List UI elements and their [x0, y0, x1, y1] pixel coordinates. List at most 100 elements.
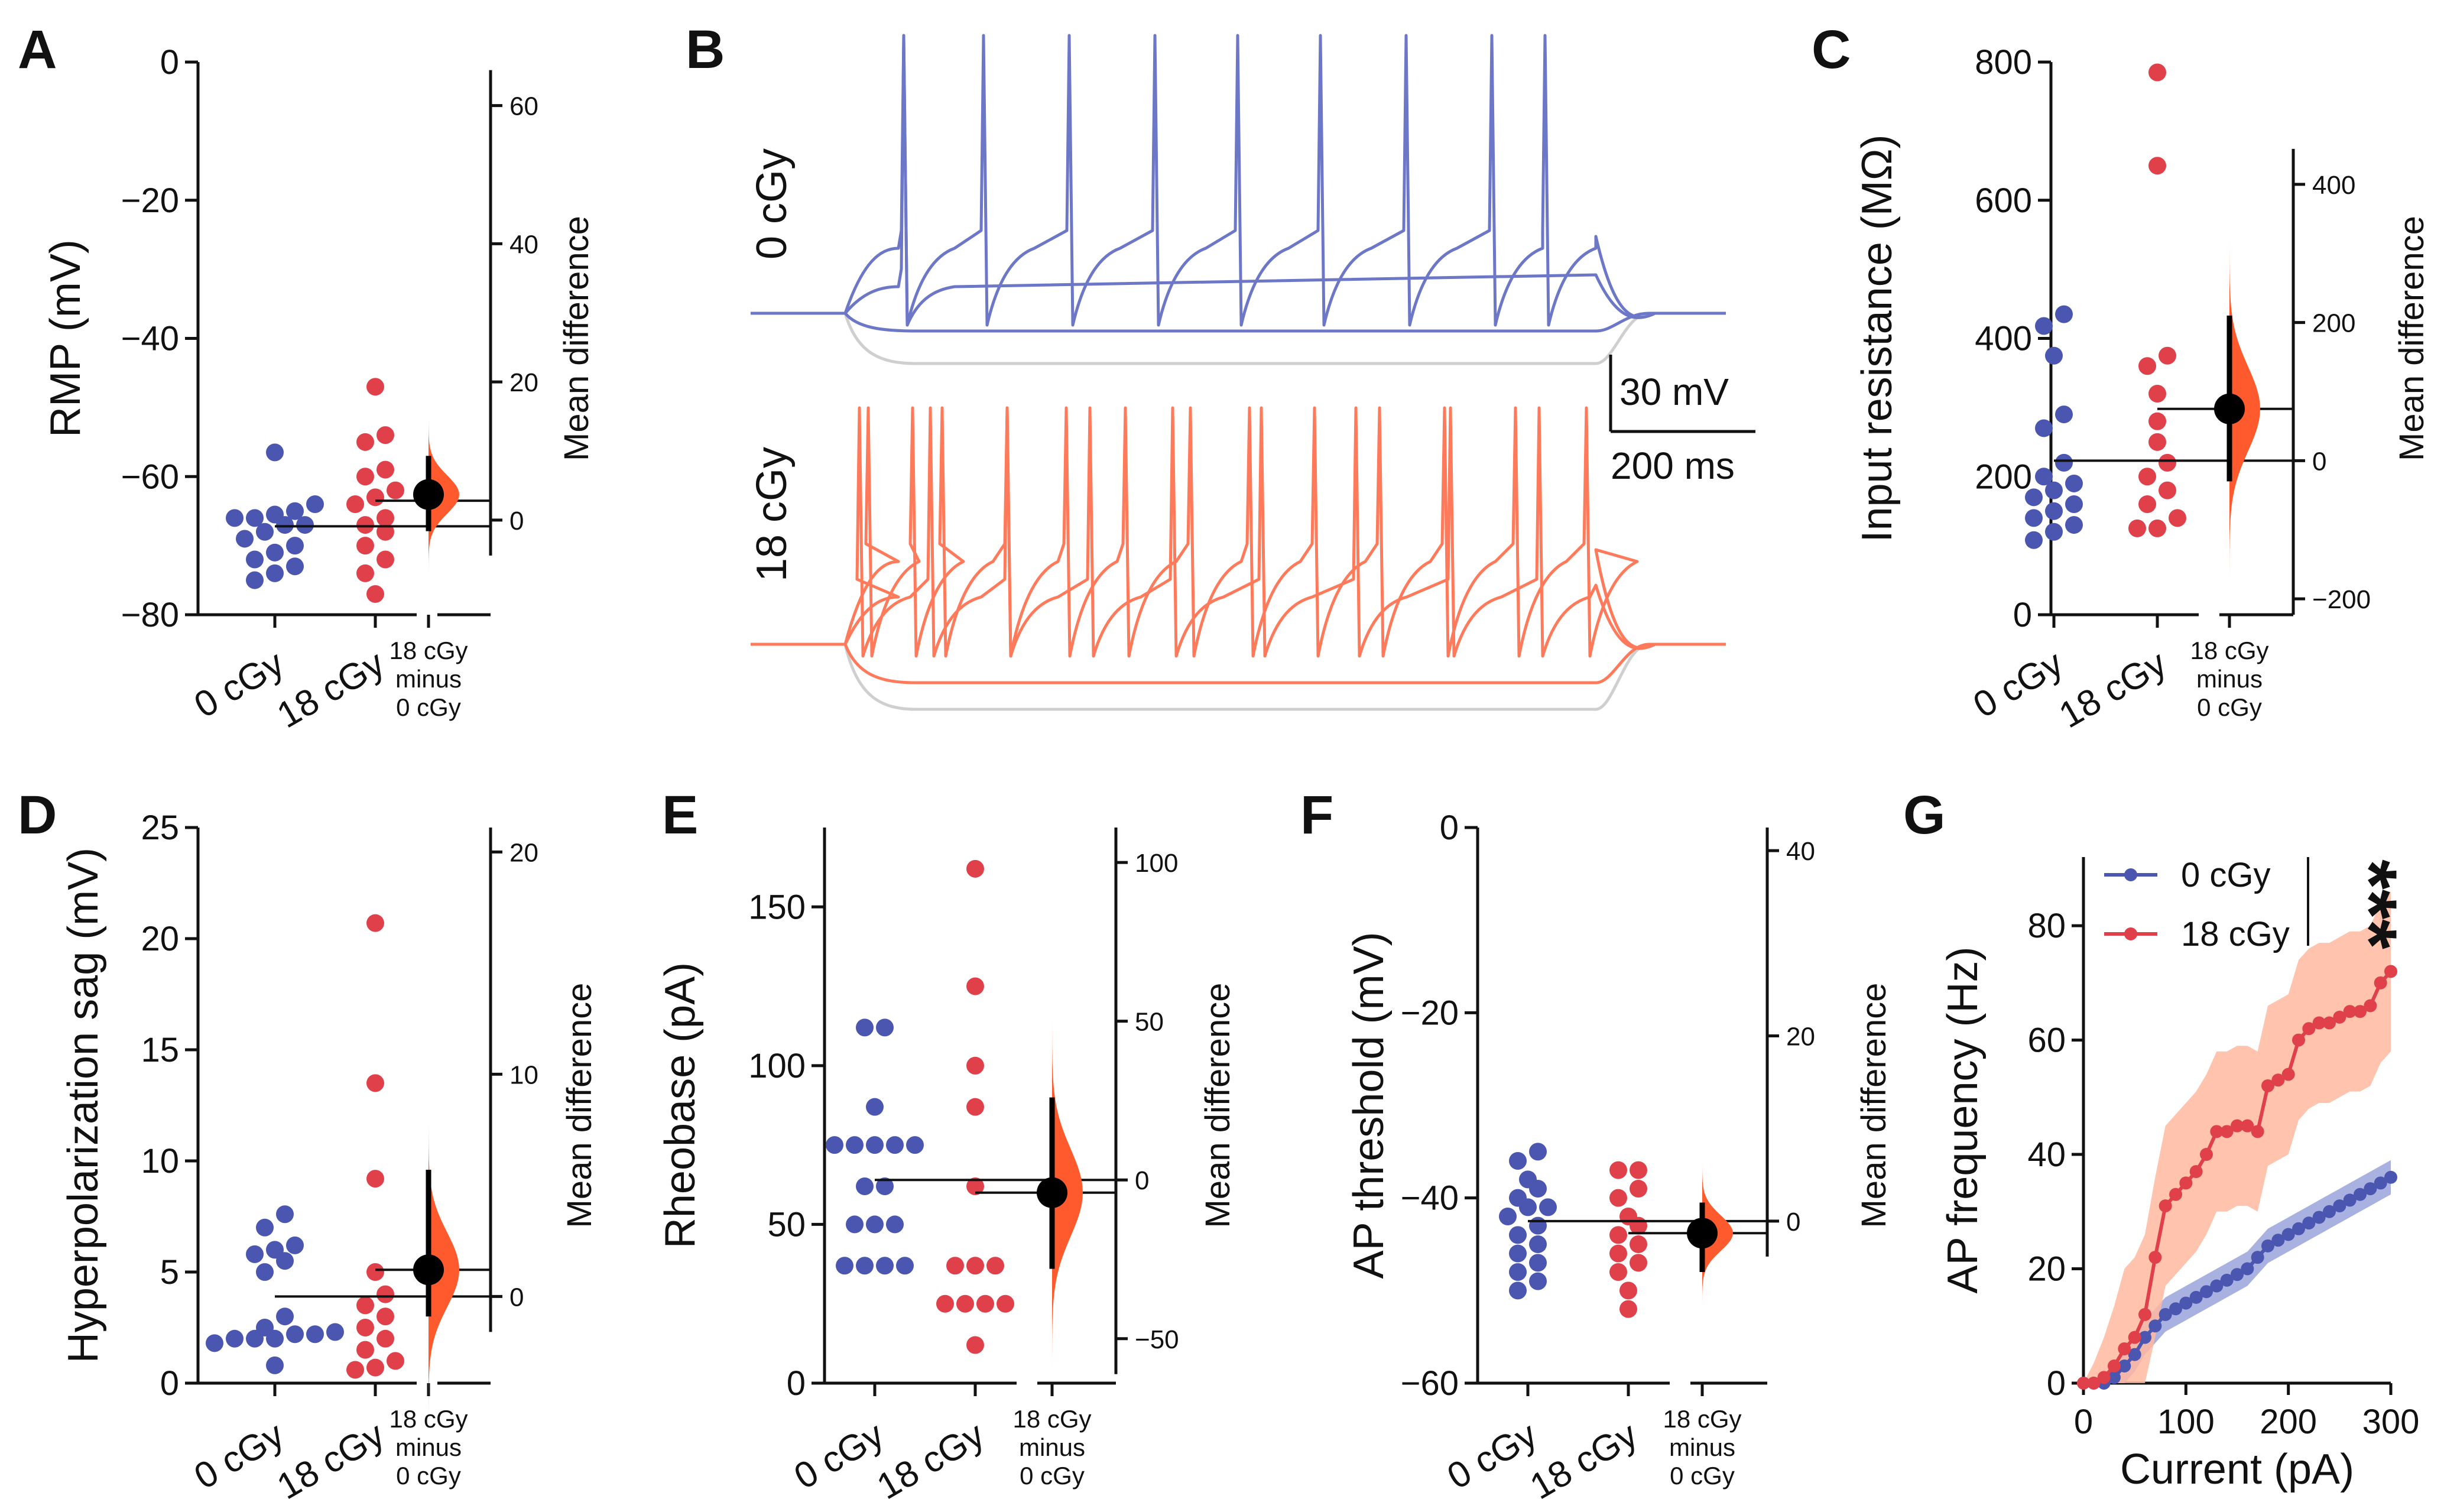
series-point-1 [2281, 1068, 2295, 1081]
data-point-18cgy [387, 1352, 404, 1370]
data-point-0cgy [326, 1323, 344, 1341]
data-point-0cgy [246, 509, 264, 527]
x-label-diff: 18 cGy [389, 637, 468, 664]
series-point-1 [2384, 965, 2397, 978]
data-point-0cgy [296, 516, 314, 534]
data-point-18cgy [2159, 453, 2176, 472]
data-point-0cgy [286, 502, 304, 520]
data-point-18cgy [377, 426, 394, 444]
data-point-0cgy [286, 537, 304, 555]
data-point-0cgy [1509, 1244, 1527, 1263]
data-point-0cgy [906, 1136, 924, 1154]
data-point-0cgy [2045, 523, 2063, 541]
x-tick-label: 200 [2260, 1403, 2317, 1441]
data-point-0cgy [2065, 495, 2083, 513]
significance-stars: *** [2327, 859, 2413, 949]
x-label-diff: 18 cGy [1012, 1405, 1091, 1433]
y-tick-label: 20 [2027, 1250, 2066, 1289]
series-point-1 [2169, 1187, 2182, 1201]
data-point-18cgy [956, 1294, 974, 1313]
data-point-18cgy [366, 488, 384, 507]
panel-letter: A [18, 20, 57, 80]
series-point-0 [2384, 1170, 2397, 1184]
y-tick-label: −60 [121, 458, 179, 496]
data-point-18cgy [377, 550, 394, 569]
data-point-18cgy [2148, 63, 2166, 82]
y-tick-label: 25 [141, 809, 179, 847]
series-point-1 [2302, 1022, 2316, 1036]
x-label-diff: 18 cGy [2190, 637, 2268, 664]
data-point-18cgy [366, 914, 384, 932]
series-point-0 [2312, 1211, 2326, 1224]
scale-bar-time: 200 ms [1611, 444, 1735, 487]
series-point-0 [2241, 1262, 2254, 1276]
data-point-18cgy [1609, 1226, 1627, 1244]
x-label-18cgy: 18 cGy [1523, 1414, 1644, 1507]
panel-f: F 0 −20 −40 −60 AP threshold (mV) 40 20 0 Mean di… [1300, 785, 1893, 1507]
trace-0cgy-hyperpol [751, 312, 1726, 365]
data-point-0cgy [306, 1325, 324, 1344]
trace-0cgy-sub [751, 312, 1726, 333]
series-point-1 [2323, 1016, 2336, 1030]
y-tick-label: 0 [2047, 1364, 2066, 1403]
series-point-0 [2179, 1296, 2193, 1310]
data-point-0cgy [876, 1257, 894, 1275]
data-point-18cgy [2148, 519, 2166, 537]
data-point-0cgy [846, 1215, 864, 1234]
trace-0cgy-spiking [751, 34, 1726, 327]
data-point-18cgy [2148, 433, 2166, 451]
md-axis-label: Mean difference [560, 983, 599, 1228]
data-point-18cgy [966, 1177, 984, 1195]
data-point-18cgy [2138, 357, 2156, 375]
data-point-18cgy [366, 585, 384, 603]
series-point-0 [2364, 1182, 2377, 1196]
series-point-1 [2333, 1010, 2346, 1024]
data-point-0cgy [1519, 1170, 1537, 1189]
series-point-0 [2374, 1176, 2387, 1190]
series-point-1 [2087, 1377, 2101, 1390]
series-point-0 [2118, 1359, 2131, 1373]
md-tick-label: 10 [509, 1060, 538, 1089]
data-point-18cgy [387, 481, 404, 499]
y-tick-label: 50 [767, 1205, 806, 1244]
y-axis-label: Hyperpolarization sag (mV) [60, 848, 107, 1363]
data-point-0cgy [276, 1205, 294, 1224]
data-point-0cgy [2035, 468, 2053, 486]
series-point-1 [2138, 1307, 2151, 1321]
y-tick-label: 0 [160, 43, 179, 82]
series-point-0 [2292, 1222, 2305, 1235]
data-point-0cgy [256, 1319, 274, 1336]
data-point-0cgy [876, 1177, 894, 1195]
x-label-diff: 0 cGy [1020, 1462, 1085, 1490]
md-tick-label: 50 [1135, 1008, 1164, 1037]
panel-letter: F [1300, 785, 1333, 845]
series-point-0 [2251, 1251, 2264, 1264]
data-point-18cgy [346, 1361, 364, 1379]
data-point-0cgy [2065, 474, 2083, 492]
series-point-1 [2108, 1359, 2121, 1373]
data-point-0cgy [876, 1018, 894, 1037]
series-point-1 [2312, 1016, 2326, 1030]
panel-letter: D [18, 785, 57, 845]
data-point-0cgy [2065, 516, 2083, 534]
data-point-0cgy [226, 509, 244, 527]
series-point-0 [2354, 1187, 2367, 1201]
data-point-18cgy [2128, 519, 2146, 537]
data-point-0cgy [246, 571, 264, 589]
md-tick-label: 0 [1135, 1166, 1149, 1195]
series-point-0 [2323, 1205, 2336, 1218]
trace-0cgy-rheo [751, 34, 1726, 327]
data-point-0cgy [266, 443, 284, 462]
y-tick-label: 40 [2027, 1135, 2066, 1174]
data-point-0cgy [266, 1356, 284, 1374]
data-point-0cgy [2045, 502, 2063, 520]
data-point-18cgy [966, 1098, 984, 1116]
series-point-0 [2220, 1273, 2234, 1287]
series-point-0 [2210, 1279, 2224, 1293]
y-axis-label: Input resistance (MΩ) [1854, 134, 1901, 542]
y-tick-label: 0 [787, 1364, 806, 1403]
data-point-0cgy [836, 1257, 853, 1275]
md-tick-label: 200 [2312, 309, 2355, 338]
trace-18cgy-hyperpol [751, 643, 1726, 711]
